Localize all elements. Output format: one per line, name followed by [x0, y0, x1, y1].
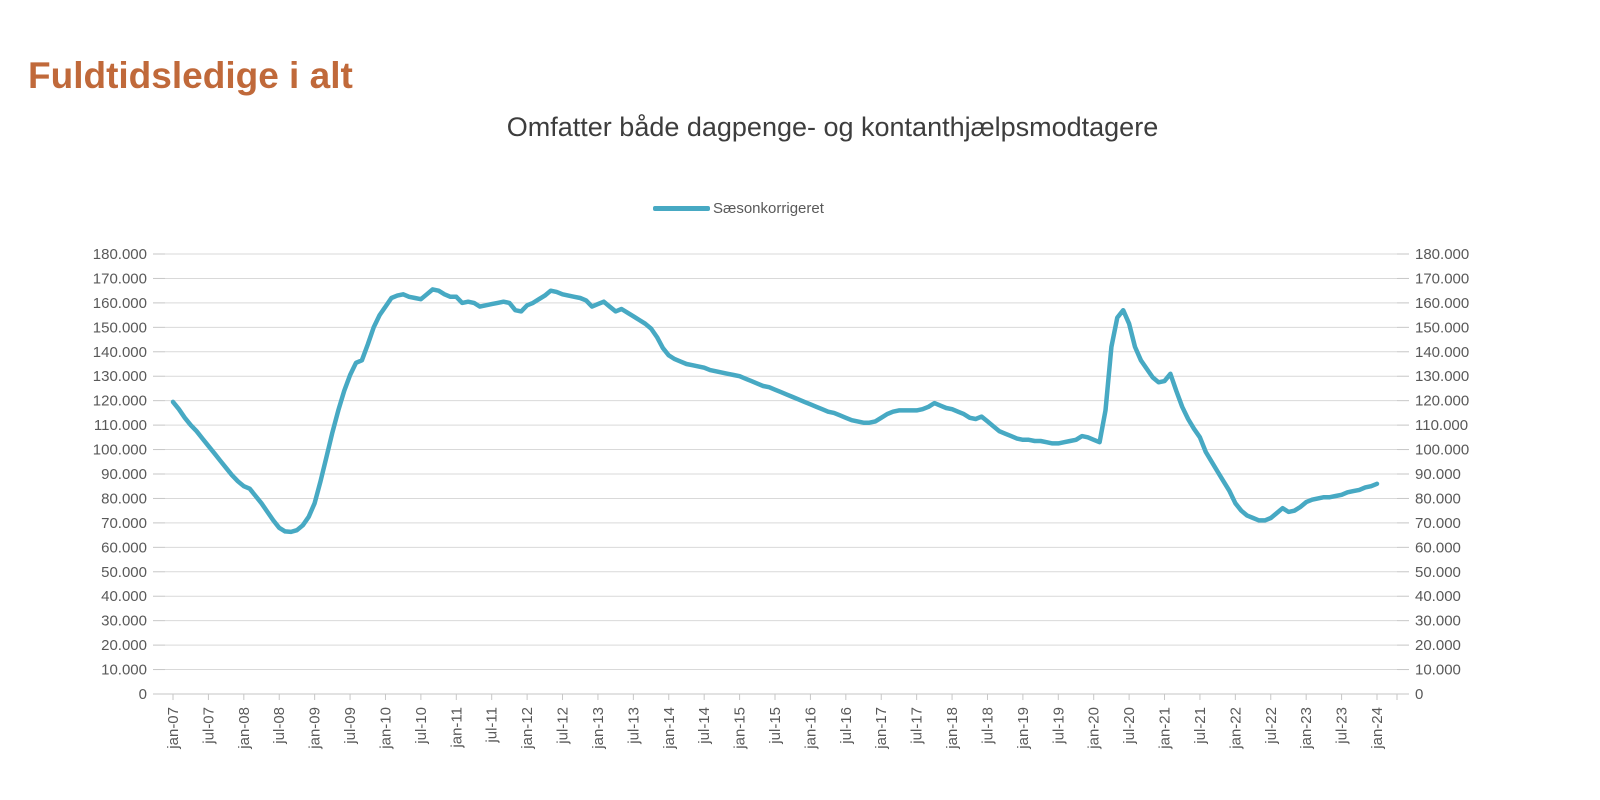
svg-text:jul-21: jul-21 — [1192, 707, 1209, 745]
svg-text:jan-12: jan-12 — [519, 707, 536, 750]
svg-text:100.000: 100.000 — [1415, 442, 1469, 459]
svg-text:jul-12: jul-12 — [555, 707, 572, 745]
svg-text:20.000: 20.000 — [101, 637, 147, 654]
svg-text:jul-11: jul-11 — [484, 707, 501, 744]
svg-text:jul-15: jul-15 — [767, 707, 784, 745]
svg-text:80.000: 80.000 — [1415, 490, 1461, 507]
svg-text:10.000: 10.000 — [101, 662, 147, 679]
svg-text:jul-13: jul-13 — [625, 707, 642, 745]
svg-text:jan-17: jan-17 — [873, 707, 890, 750]
svg-text:jul-18: jul-18 — [979, 707, 996, 745]
svg-text:jul-07: jul-07 — [200, 707, 217, 745]
svg-text:130.000: 130.000 — [93, 368, 147, 385]
svg-text:90.000: 90.000 — [1415, 466, 1461, 483]
svg-text:jan-16: jan-16 — [802, 707, 819, 750]
svg-text:160.000: 160.000 — [1415, 295, 1469, 312]
svg-text:jan-07: jan-07 — [165, 707, 182, 750]
svg-text:120.000: 120.000 — [93, 393, 147, 410]
svg-text:0: 0 — [1415, 686, 1423, 703]
svg-text:jan-21: jan-21 — [1157, 707, 1174, 750]
svg-text:jul-22: jul-22 — [1263, 707, 1280, 745]
svg-text:jul-20: jul-20 — [1121, 707, 1138, 745]
svg-text:150.000: 150.000 — [93, 319, 147, 336]
svg-text:jan-19: jan-19 — [1015, 707, 1032, 750]
svg-text:jan-08: jan-08 — [236, 707, 253, 750]
svg-text:jan-23: jan-23 — [1298, 707, 1315, 750]
svg-text:jan-11: jan-11 — [448, 707, 465, 749]
svg-text:10.000: 10.000 — [1415, 662, 1461, 679]
svg-text:50.000: 50.000 — [1415, 564, 1461, 581]
svg-text:jan-15: jan-15 — [732, 707, 749, 750]
svg-text:jul-14: jul-14 — [696, 707, 713, 745]
svg-text:170.000: 170.000 — [1415, 270, 1469, 287]
svg-text:40.000: 40.000 — [1415, 588, 1461, 605]
svg-text:jan-22: jan-22 — [1227, 707, 1244, 750]
svg-text:110.000: 110.000 — [94, 417, 147, 434]
svg-text:jul-17: jul-17 — [909, 707, 926, 745]
svg-text:jan-18: jan-18 — [944, 707, 961, 750]
svg-text:40.000: 40.000 — [101, 588, 147, 605]
chart-title: Omfatter både dagpenge- og kontanthjælps… — [506, 112, 1159, 142]
svg-text:130.000: 130.000 — [1415, 368, 1469, 385]
svg-text:jul-23: jul-23 — [1334, 707, 1351, 745]
svg-text:60.000: 60.000 — [1415, 539, 1461, 556]
svg-text:150.000: 150.000 — [1415, 319, 1469, 336]
svg-text:jan-14: jan-14 — [661, 707, 678, 750]
svg-text:0: 0 — [139, 686, 147, 703]
svg-text:jul-09: jul-09 — [342, 707, 359, 745]
svg-text:jan-24: jan-24 — [1369, 707, 1386, 750]
svg-text:50.000: 50.000 — [101, 564, 147, 581]
svg-text:180.000: 180.000 — [1415, 246, 1469, 263]
svg-text:60.000: 60.000 — [101, 539, 147, 556]
svg-text:jan-13: jan-13 — [590, 707, 607, 750]
legend-label: Sæsonkorrigeret — [713, 199, 824, 217]
svg-text:80.000: 80.000 — [101, 490, 147, 507]
svg-text:160.000: 160.000 — [93, 295, 147, 312]
svg-text:110.000: 110.000 — [1415, 417, 1468, 434]
svg-text:70.000: 70.000 — [101, 515, 147, 532]
svg-text:30.000: 30.000 — [1415, 613, 1461, 630]
chart-legend: Sæsonkorrigeret — [653, 197, 824, 219]
svg-text:70.000: 70.000 — [1415, 515, 1461, 532]
svg-text:180.000: 180.000 — [93, 246, 147, 263]
svg-text:140.000: 140.000 — [1415, 344, 1469, 361]
svg-text:jan-09: jan-09 — [307, 707, 324, 750]
svg-text:jul-19: jul-19 — [1050, 707, 1067, 745]
svg-text:jul-10: jul-10 — [413, 707, 430, 745]
svg-text:20.000: 20.000 — [1415, 637, 1461, 654]
svg-text:30.000: 30.000 — [101, 613, 147, 630]
page-title: Fuldtidsledige i alt — [28, 54, 353, 96]
svg-text:jul-08: jul-08 — [271, 707, 288, 745]
svg-text:140.000: 140.000 — [93, 344, 147, 361]
svg-text:jul-16: jul-16 — [838, 707, 855, 745]
svg-text:120.000: 120.000 — [1415, 393, 1469, 410]
svg-text:90.000: 90.000 — [101, 466, 147, 483]
svg-text:100.000: 100.000 — [93, 442, 147, 459]
svg-text:jan-20: jan-20 — [1086, 707, 1103, 750]
svg-text:jan-10: jan-10 — [377, 707, 394, 750]
legend-line-swatch-icon — [653, 205, 710, 211]
svg-text:170.000: 170.000 — [93, 270, 147, 287]
